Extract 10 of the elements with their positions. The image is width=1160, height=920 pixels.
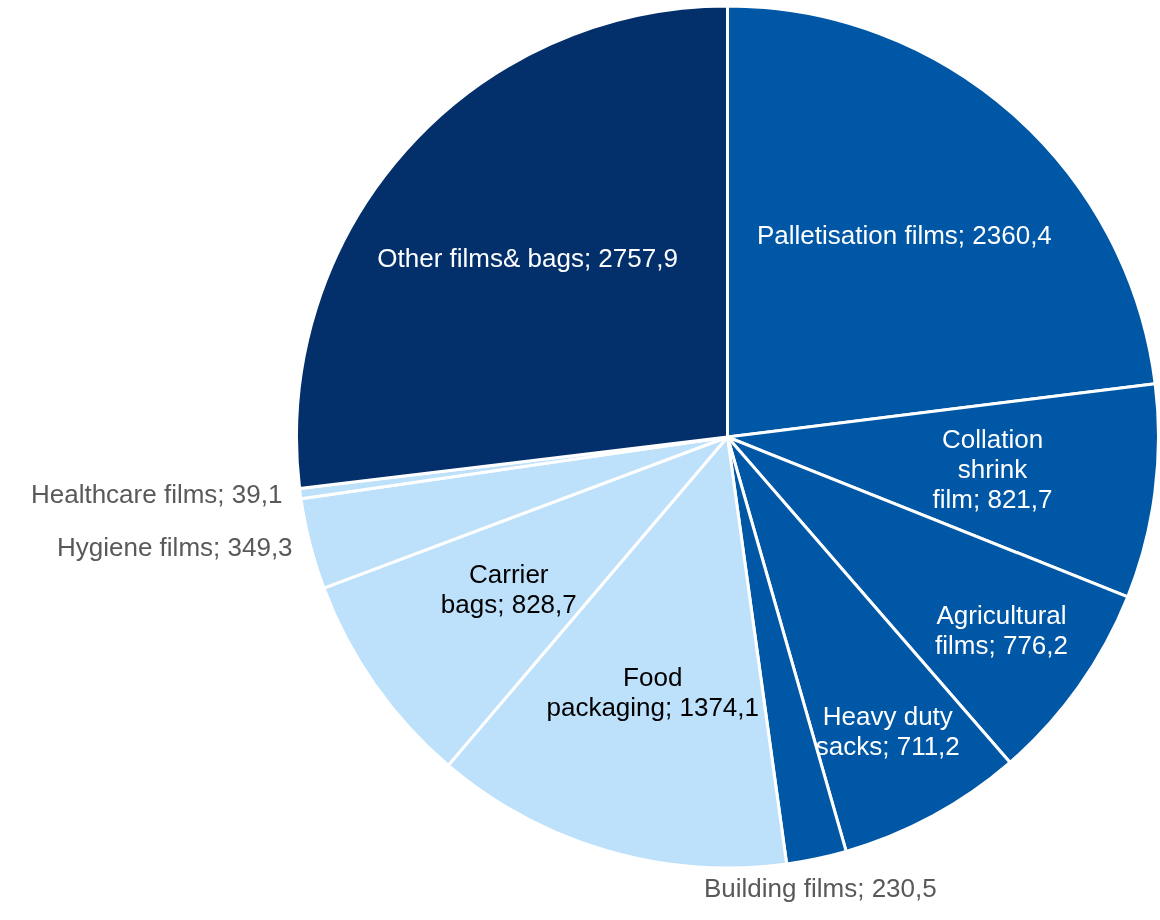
slice-label: Other films& bags; 2757,9 xyxy=(377,242,678,273)
slice-label: Agricultural films; 776,2 xyxy=(935,599,1068,660)
slice-label: Collation shrink film; 821,7 xyxy=(932,424,1053,515)
slice-label: Hygiene films; 349,3 xyxy=(57,531,293,562)
slice-label: Building films; 230,5 xyxy=(704,873,937,904)
slice-label: Heavy duty sacks; 711,2 xyxy=(815,700,960,761)
slice-label: Carrier bags; 828,7 xyxy=(440,558,577,619)
slice-label: Food packaging; 1374,1 xyxy=(546,661,759,722)
slice-label: Palletisation films; 2360,4 xyxy=(756,219,1052,250)
slice-label: Healthcare films; 39,1 xyxy=(30,479,283,510)
